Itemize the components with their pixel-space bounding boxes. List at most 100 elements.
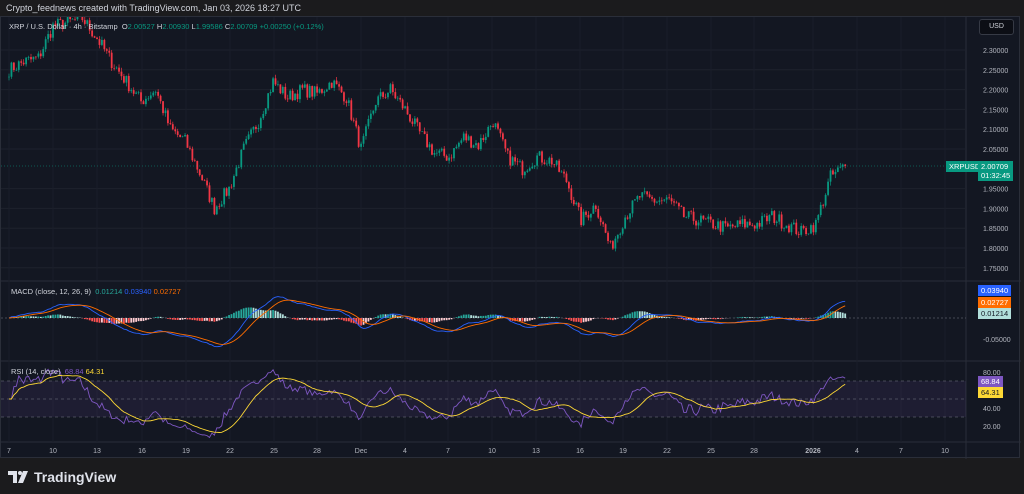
candle-body	[316, 86, 318, 93]
candle-body	[328, 82, 331, 90]
macd-histogram-bar	[484, 315, 487, 318]
macd-histogram-bar	[169, 318, 172, 320]
candle-body	[680, 206, 683, 207]
candle-body	[585, 211, 587, 215]
macd-histogram-bar	[296, 318, 299, 321]
currency-button[interactable]: USD	[979, 19, 1014, 35]
candle-body	[736, 220, 739, 228]
candle-body	[773, 211, 776, 223]
macd-histogram-bar	[612, 318, 614, 321]
candle-body	[22, 62, 25, 65]
macd-histogram-bar	[531, 318, 534, 320]
price-axis-label: 2.25000	[983, 68, 1008, 75]
candle-body	[218, 206, 221, 207]
macd-histogram-bar	[391, 314, 394, 318]
macd-histogram-bar	[648, 313, 651, 318]
macd-histogram-bar	[704, 318, 707, 320]
candle-body	[164, 110, 167, 114]
macd-histogram-bar	[541, 316, 543, 318]
time-axis-label: Dec	[355, 448, 368, 455]
candle-body	[800, 225, 803, 235]
macd-histogram-bar	[76, 317, 79, 318]
candle-body	[154, 91, 157, 93]
candle-body	[506, 148, 509, 151]
candle-body	[761, 216, 763, 227]
candle-body	[186, 134, 189, 148]
candle-body	[140, 92, 142, 102]
candle-body	[656, 201, 658, 203]
macd-histogram-bar	[614, 318, 617, 320]
time-axis-label: 4	[855, 448, 859, 455]
chart-frame[interactable]: 2.30000 2.25000 2.20000 2.15000 2.10000 2.050…	[0, 16, 1021, 459]
macd-histogram-bar	[137, 318, 140, 322]
candle-body	[477, 143, 480, 150]
time-axis-label: 7	[446, 448, 450, 455]
macd-histogram-bar	[479, 315, 482, 318]
macd-histogram-bar	[25, 316, 28, 318]
macd-histogram-bar	[42, 316, 45, 318]
candle-body	[88, 20, 91, 31]
candle-body	[660, 200, 663, 202]
macd-histogram-bar	[198, 318, 201, 321]
rsi-title: RSI (14, close)	[11, 367, 61, 376]
candle-body	[697, 222, 700, 226]
candle-body	[311, 86, 314, 97]
macd-histogram-bar	[834, 311, 837, 318]
candle-body	[174, 129, 177, 132]
candle-body	[406, 106, 409, 115]
candle-body	[108, 50, 111, 53]
macd-histogram-bar	[712, 318, 715, 320]
macd-histogram-bar	[470, 315, 473, 318]
macd-histogram-bar	[580, 318, 583, 323]
candle-body	[247, 134, 250, 139]
macd-histogram-bar	[680, 318, 683, 319]
candle-body	[299, 85, 301, 100]
price-chart[interactable]: 2.30000 2.25000 2.20000 2.15000 2.10000 2.050…	[1, 17, 1021, 459]
macd-histogram-bar	[443, 318, 446, 321]
time-axis-label: 13	[93, 448, 101, 455]
macd-histogram-bar	[191, 318, 194, 321]
candle-body	[533, 165, 536, 167]
macd-histogram-bar	[621, 316, 624, 318]
candle-body	[176, 131, 179, 135]
candle-body	[614, 238, 617, 249]
low-value: 1.99586	[195, 22, 223, 31]
candle-body	[475, 143, 477, 146]
candle-body	[42, 49, 45, 57]
macd-histogram-bar	[832, 311, 834, 318]
macd-histogram-bar	[27, 316, 30, 318]
time-axis-label: 28	[313, 448, 321, 455]
macd-histogram-bar	[546, 317, 548, 318]
candle-body	[37, 53, 40, 57]
macd-histogram-bar	[323, 318, 326, 321]
macd-histogram-bar	[682, 318, 685, 320]
macd-axis-label: -0.05000	[983, 337, 1011, 344]
candle-body	[812, 225, 815, 233]
candle-body	[118, 67, 120, 72]
candle-body	[651, 196, 653, 199]
macd-histogram-bar	[482, 315, 485, 318]
macd-histogram-bar	[616, 318, 619, 319]
candle-body	[597, 209, 600, 218]
macd-histogram-bar	[213, 318, 216, 322]
macd-histogram-bar	[159, 316, 162, 318]
candle-body	[96, 37, 98, 40]
macd-histogram-bar	[350, 318, 353, 323]
candle-body	[827, 181, 829, 195]
candle-body	[191, 148, 194, 161]
macd-histogram-bar	[237, 310, 240, 318]
macd-histogram-bar	[389, 313, 392, 318]
macd-histogram-bar	[636, 311, 639, 318]
candle-body	[775, 221, 778, 223]
candle-body	[245, 138, 248, 144]
candle-body	[396, 97, 399, 99]
tradingview-logo[interactable]: TradingView	[8, 469, 116, 485]
macd-histogram-bar	[235, 311, 238, 318]
macd-histogram-bar	[52, 314, 54, 318]
candle-body	[590, 213, 592, 218]
candle-body	[220, 204, 223, 207]
macd-histogram-bar	[325, 318, 328, 321]
candle-body	[465, 133, 468, 141]
candle-body	[49, 34, 52, 38]
macd-histogram-bar	[582, 318, 585, 323]
